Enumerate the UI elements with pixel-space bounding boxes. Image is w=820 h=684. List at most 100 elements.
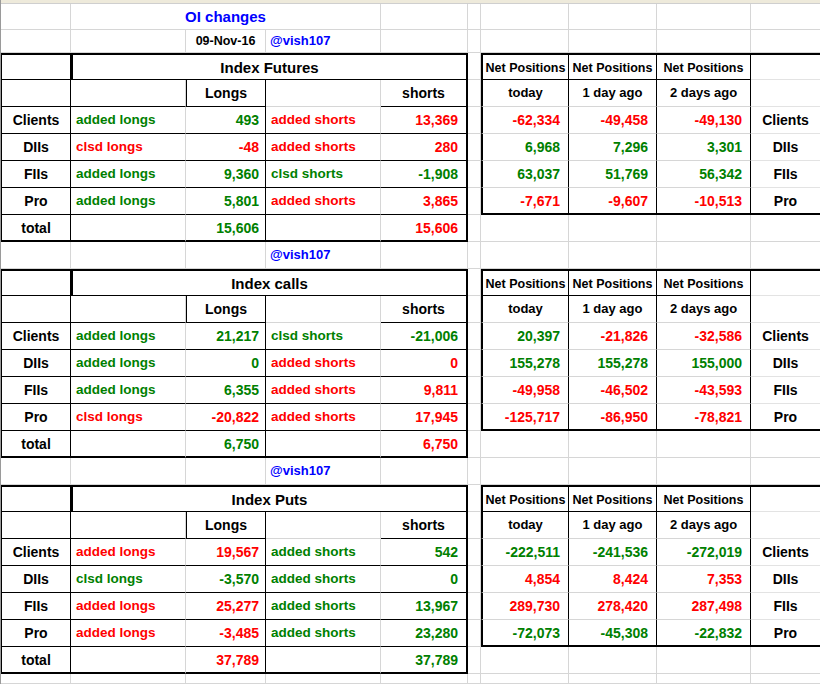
cell-empty xyxy=(569,458,657,485)
cell-empty xyxy=(71,431,186,458)
cell-empty xyxy=(569,431,657,458)
longs-value: 493 xyxy=(186,107,266,134)
cell-empty xyxy=(468,4,481,30)
cell-empty xyxy=(468,620,481,647)
longs-value: 21,217 xyxy=(186,323,266,350)
cell-empty xyxy=(468,485,481,512)
cell-empty xyxy=(569,4,657,30)
cell-empty xyxy=(381,458,468,485)
total-longs-value: 6,750 xyxy=(186,431,266,458)
net-positions-header: Net Positions xyxy=(481,53,569,80)
shorts-action: added shorts xyxy=(266,188,381,215)
cell-empty xyxy=(266,647,381,674)
longs-action: clsd longs xyxy=(71,566,186,593)
cell-empty xyxy=(468,566,481,593)
longs-action: added longs xyxy=(71,188,186,215)
cell-empty xyxy=(657,242,751,269)
net-positions-header: Net Positions xyxy=(481,269,569,296)
net-1-day-ago: -45,308 xyxy=(569,620,657,647)
cell-empty xyxy=(1,80,71,107)
longs-action: added longs xyxy=(71,323,186,350)
participant-label-right: DIIs xyxy=(751,134,820,161)
net-1-day-ago: -86,950 xyxy=(569,404,657,431)
participant-row: DIIsadded longs0added shorts0155,278155,… xyxy=(1,350,820,377)
net-today: 63,037 xyxy=(481,161,569,188)
net-positions-header: Net Positions xyxy=(569,269,657,296)
bottom-partial-row xyxy=(1,674,820,684)
page-title: OI changes xyxy=(71,4,381,30)
cell-empty xyxy=(481,674,569,684)
cell-empty xyxy=(751,458,820,485)
longs-action: added longs xyxy=(71,350,186,377)
net-2-days-ago: -10,513 xyxy=(657,188,751,215)
cell-empty xyxy=(1,53,71,80)
cell-empty xyxy=(751,647,820,674)
shorts-action: added shorts xyxy=(266,134,381,161)
longs-value: 0 xyxy=(186,350,266,377)
participant-label-right: FIIs xyxy=(751,377,820,404)
cell-empty xyxy=(751,512,820,539)
cell-empty xyxy=(569,215,657,242)
total-label: total xyxy=(1,215,71,242)
participant-row: FIIsadded longs6,355added shorts9,811-49… xyxy=(1,377,820,404)
subheader-2-days-ago: 2 days ago xyxy=(657,296,751,323)
cell-empty xyxy=(657,647,751,674)
longs-value: -3,485 xyxy=(186,620,266,647)
net-1-day-ago: 7,296 xyxy=(569,134,657,161)
cell-empty xyxy=(468,377,481,404)
cell-empty xyxy=(1,30,71,53)
participant-label: Pro xyxy=(1,404,71,431)
section-title: Index calls xyxy=(71,269,468,296)
cell-empty xyxy=(657,4,751,30)
net-2-days-ago: 287,498 xyxy=(657,593,751,620)
participant-label: Clients xyxy=(1,539,71,566)
cell-empty xyxy=(468,593,481,620)
subheader-1-day-ago: 1 day ago xyxy=(569,512,657,539)
longs-column-header: Longs xyxy=(186,512,266,539)
cell-empty xyxy=(751,30,820,53)
cell-empty xyxy=(751,80,820,107)
cell-empty xyxy=(266,296,381,323)
section-banner-row: Index callsNet PositionsNet PositionsNet… xyxy=(1,269,820,296)
participant-label: FIIs xyxy=(1,593,71,620)
net-today: -62,334 xyxy=(481,107,569,134)
cell-empty xyxy=(569,674,657,684)
cell-empty xyxy=(481,458,569,485)
total-label: total xyxy=(1,431,71,458)
participant-label-right: Clients xyxy=(751,539,820,566)
shorts-action: added shorts xyxy=(266,350,381,377)
cell-empty xyxy=(186,458,266,485)
net-positions-header: Net Positions xyxy=(657,485,751,512)
net-today: -222,511 xyxy=(481,539,569,566)
cell-empty xyxy=(657,215,751,242)
cell-empty xyxy=(468,188,481,215)
section-banner-row: Index PutsNet PositionsNet PositionsNet … xyxy=(1,485,820,512)
net-1-day-ago: -49,458 xyxy=(569,107,657,134)
longs-value: -20,822 xyxy=(186,404,266,431)
shorts-value: 3,865 xyxy=(381,188,468,215)
participant-label: Pro xyxy=(1,188,71,215)
cell-empty xyxy=(657,30,751,53)
cell-empty xyxy=(481,30,569,53)
total-label: total xyxy=(1,647,71,674)
cell-empty xyxy=(751,431,820,458)
cell-empty xyxy=(1,458,71,485)
cell-empty xyxy=(657,674,751,684)
total-shorts-value: 6,750 xyxy=(381,431,468,458)
shorts-column-header: shorts xyxy=(381,512,468,539)
total-row: total15,60615,606 xyxy=(1,215,820,242)
total-row: total37,78937,789 xyxy=(1,647,820,674)
net-2-days-ago: 56,342 xyxy=(657,161,751,188)
cell-empty xyxy=(751,4,820,30)
net-2-days-ago: 3,301 xyxy=(657,134,751,161)
cell-empty xyxy=(71,674,186,684)
net-today: 20,397 xyxy=(481,323,569,350)
longs-action: added longs xyxy=(71,107,186,134)
net-1-day-ago: 8,424 xyxy=(569,566,657,593)
participant-row: DIIsclsd longs-48added shorts2806,9687,2… xyxy=(1,134,820,161)
handle-separator-row: @vish107 xyxy=(1,458,820,485)
cell-empty xyxy=(266,512,381,539)
handle-separator-row: @vish107 xyxy=(1,242,820,269)
cell-empty xyxy=(468,647,481,674)
cell-empty xyxy=(71,30,186,53)
